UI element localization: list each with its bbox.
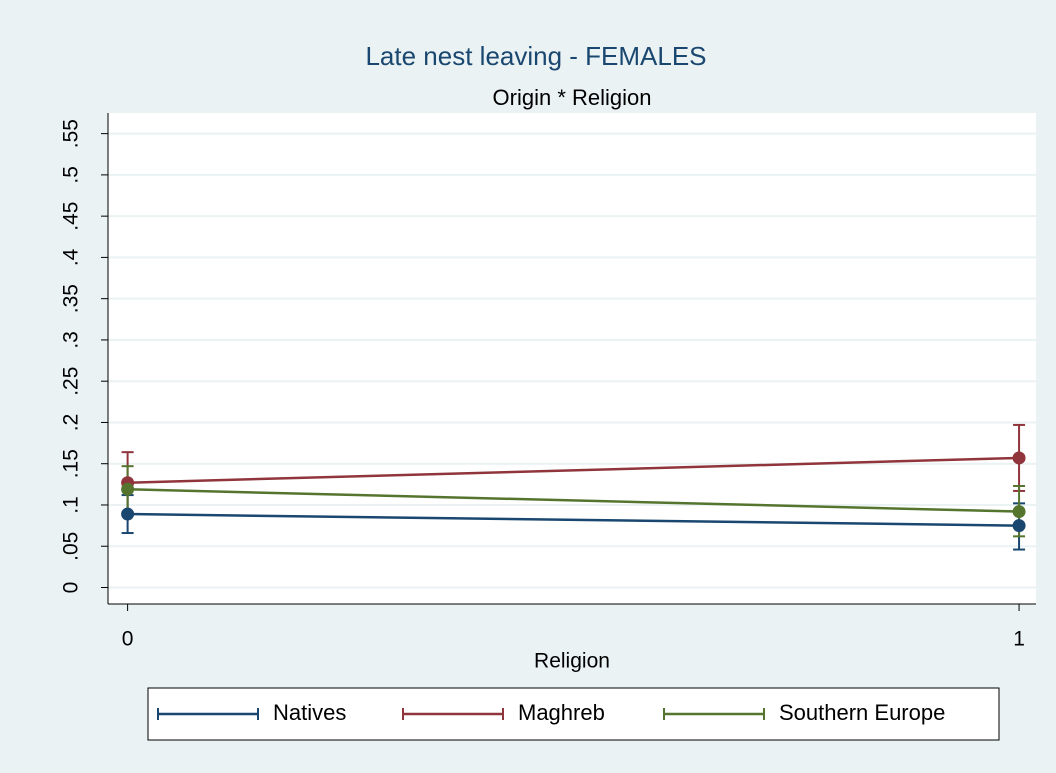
y-tick-label: .05 — [60, 532, 83, 561]
marker — [1012, 505, 1026, 519]
legend-label: Natives — [273, 700, 346, 725]
x-tick-label: 0 — [122, 628, 134, 651]
x-axis-label: Religion — [534, 650, 610, 673]
legend-label: Southern Europe — [779, 700, 945, 725]
y-tick-label: .5 — [60, 166, 83, 184]
chart-title: Late nest leaving - FEMALES — [365, 41, 706, 71]
marker — [121, 507, 135, 521]
y-tick-label: .25 — [60, 367, 83, 396]
y-tick-label: .55 — [60, 119, 83, 148]
legend — [147, 687, 1000, 741]
legend-label: Maghreb — [518, 700, 605, 725]
y-tick-label: .15 — [60, 449, 83, 478]
plot-area — [108, 113, 1036, 604]
series-line — [127, 488, 1020, 513]
marker — [1012, 451, 1026, 465]
y-tick-label: .35 — [60, 284, 83, 313]
y-tick-label: .2 — [60, 414, 83, 432]
series-line — [127, 456, 1020, 484]
chart-subtitle: Origin * Religion — [493, 85, 652, 110]
y-tick-label: .3 — [60, 331, 83, 349]
y-tick-label: 0 — [60, 582, 83, 594]
y-tick-label: .1 — [60, 496, 83, 514]
marker — [121, 482, 135, 496]
series-line — [127, 512, 1020, 527]
marker — [1012, 519, 1026, 533]
x-tick-label: 1 — [1013, 628, 1025, 651]
y-tick-label: .45 — [60, 202, 83, 231]
y-tick-label: .4 — [60, 248, 83, 266]
